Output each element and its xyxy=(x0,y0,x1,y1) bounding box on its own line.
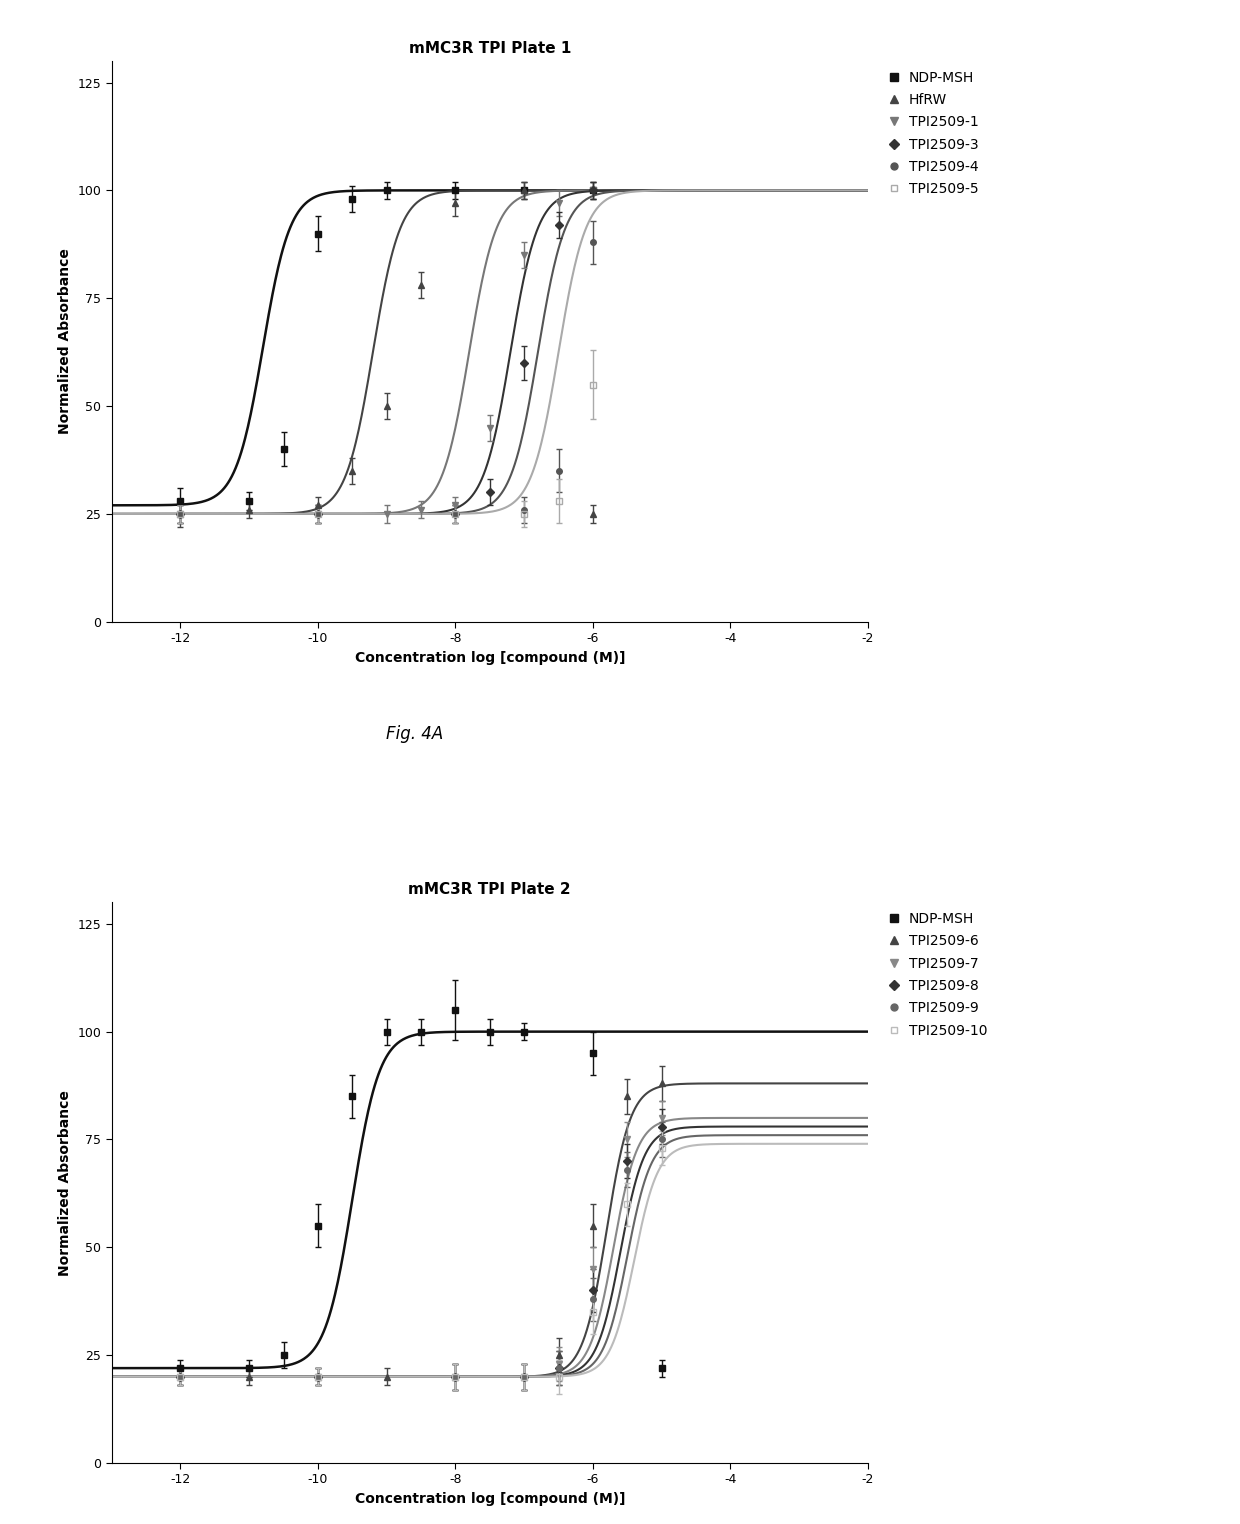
Legend: NDP-MSH, TPI2509-6, TPI2509-7, TPI2509-8, TPI2509-9, TPI2509-10: NDP-MSH, TPI2509-6, TPI2509-7, TPI2509-8… xyxy=(883,910,991,1041)
Title: mMC3R TPI Plate 2: mMC3R TPI Plate 2 xyxy=(408,882,572,898)
Legend: NDP-MSH, HfRW, TPI2509-1, TPI2509-3, TPI2509-4, TPI2509-5: NDP-MSH, HfRW, TPI2509-1, TPI2509-3, TPI… xyxy=(883,69,981,200)
X-axis label: Concentration log [compound (M)]: Concentration log [compound (M)] xyxy=(355,1492,625,1506)
Y-axis label: Normalized Absorbance: Normalized Absorbance xyxy=(58,248,72,434)
Y-axis label: Normalized Absorbance: Normalized Absorbance xyxy=(58,1090,72,1276)
Title: mMC3R TPI Plate 1: mMC3R TPI Plate 1 xyxy=(409,41,570,56)
X-axis label: Concentration log [compound (M)]: Concentration log [compound (M)] xyxy=(355,651,625,664)
Text: Fig. 4A: Fig. 4A xyxy=(386,725,443,744)
